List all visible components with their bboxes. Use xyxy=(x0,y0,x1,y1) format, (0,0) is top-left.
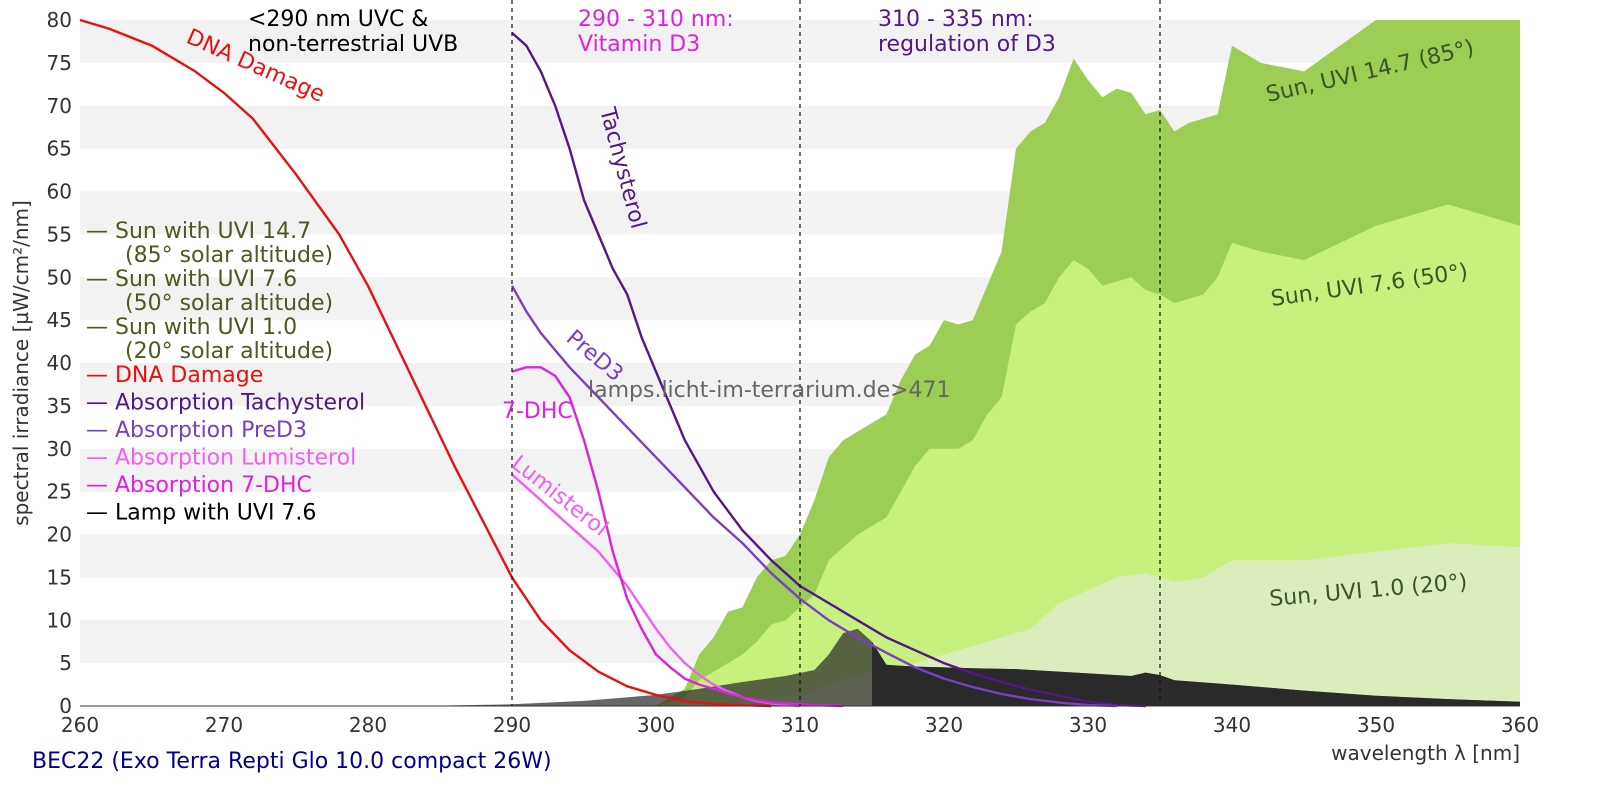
curve-line xyxy=(79,18,772,708)
y-tick-label: 60 xyxy=(47,180,72,204)
chart-title: BEC22 (Exo Terra Repti Glo 10.0 compact … xyxy=(32,749,552,774)
curve-label: 7-DHC xyxy=(502,399,573,424)
legend-entry: — Sun with UVI 14.7 xyxy=(86,219,311,244)
x-tick-label: 310 xyxy=(781,713,819,737)
axes: 0 5 10 15 20 25 30 35 40 45 50 55 60 65 70 75 80 260 270 28… xyxy=(9,8,1539,765)
y-tick-label: 70 xyxy=(47,94,72,118)
legend-entry: — Absorption Lumisterol xyxy=(86,446,356,471)
region-annotation: non-terrestrial UVB xyxy=(248,32,458,57)
x-tick-label: 330 xyxy=(1069,713,1107,737)
legend-entry: — DNA Damage xyxy=(86,363,263,388)
y-tick-label: 45 xyxy=(47,308,72,332)
legend-entry: — Absorption PreD3 xyxy=(86,418,307,443)
region-annotation: <290 nm UVC & xyxy=(248,7,428,32)
x-tick-label: 340 xyxy=(1213,713,1251,737)
curve-line xyxy=(510,285,1117,708)
absorption-curves xyxy=(79,18,1146,708)
legend-entry-sub: (85° solar altitude) xyxy=(125,243,333,268)
curve-line xyxy=(511,366,844,708)
region-annotation: 290 - 310 nm: xyxy=(578,7,734,32)
x-tick-label: 360 xyxy=(1501,713,1539,737)
y-tick-label: 75 xyxy=(47,51,72,75)
y-tick-label: 15 xyxy=(47,565,72,589)
x-tick-label: 280 xyxy=(349,713,387,737)
x-tick-label: 320 xyxy=(925,713,963,737)
legend-entry-sub: (20° solar altitude) xyxy=(125,339,333,364)
y-tick-label: 35 xyxy=(47,394,72,418)
legend-entry: — Absorption 7-DHC xyxy=(86,473,312,498)
y-tick-label: 25 xyxy=(47,480,72,504)
y-axis-title: spectral irradiance [µW/cm²/nm] xyxy=(9,200,33,526)
legend-entry: — Lamp with UVI 7.6 xyxy=(86,501,316,526)
region-annotation: regulation of D3 xyxy=(878,32,1056,57)
region-dividers xyxy=(511,0,1161,706)
sun-area xyxy=(656,543,1520,706)
watermark: lamps.licht-im-terrarium.de>471 xyxy=(588,378,951,403)
x-axis-title: wavelength λ [nm] xyxy=(1331,741,1520,765)
y-tick-label: 0 xyxy=(59,694,72,718)
x-tick-label: 270 xyxy=(205,713,243,737)
y-tick-label: 50 xyxy=(47,265,72,289)
y-tick-label: 5 xyxy=(59,651,72,675)
legend-entry: — Sun with UVI 7.6 xyxy=(86,267,297,292)
legend-entry-sub: (50° solar altitude) xyxy=(125,291,333,316)
x-tick-label: 290 xyxy=(493,713,531,737)
y-tick-label: 80 xyxy=(47,8,72,32)
x-tick-label: 260 xyxy=(61,713,99,737)
x-tick-label: 300 xyxy=(637,713,675,737)
legend-entry: — Sun with UVI 1.0 xyxy=(86,315,297,340)
sun-areas xyxy=(656,20,1520,706)
curve-line xyxy=(511,32,1146,708)
region-annotation: 310 - 335 nm: xyxy=(878,7,1034,32)
y-tick-label: 40 xyxy=(47,351,72,375)
y-tick-label: 20 xyxy=(47,523,72,547)
y-tick-label: 30 xyxy=(47,437,72,461)
legend-entry: — Absorption Tachysterol xyxy=(86,391,365,416)
region-annotation: Vitamin D3 xyxy=(578,32,700,57)
y-tick-label: 10 xyxy=(47,608,72,632)
y-tick-label: 65 xyxy=(47,137,72,161)
x-tick-label: 350 xyxy=(1357,713,1395,737)
y-tick-label: 55 xyxy=(47,222,72,246)
